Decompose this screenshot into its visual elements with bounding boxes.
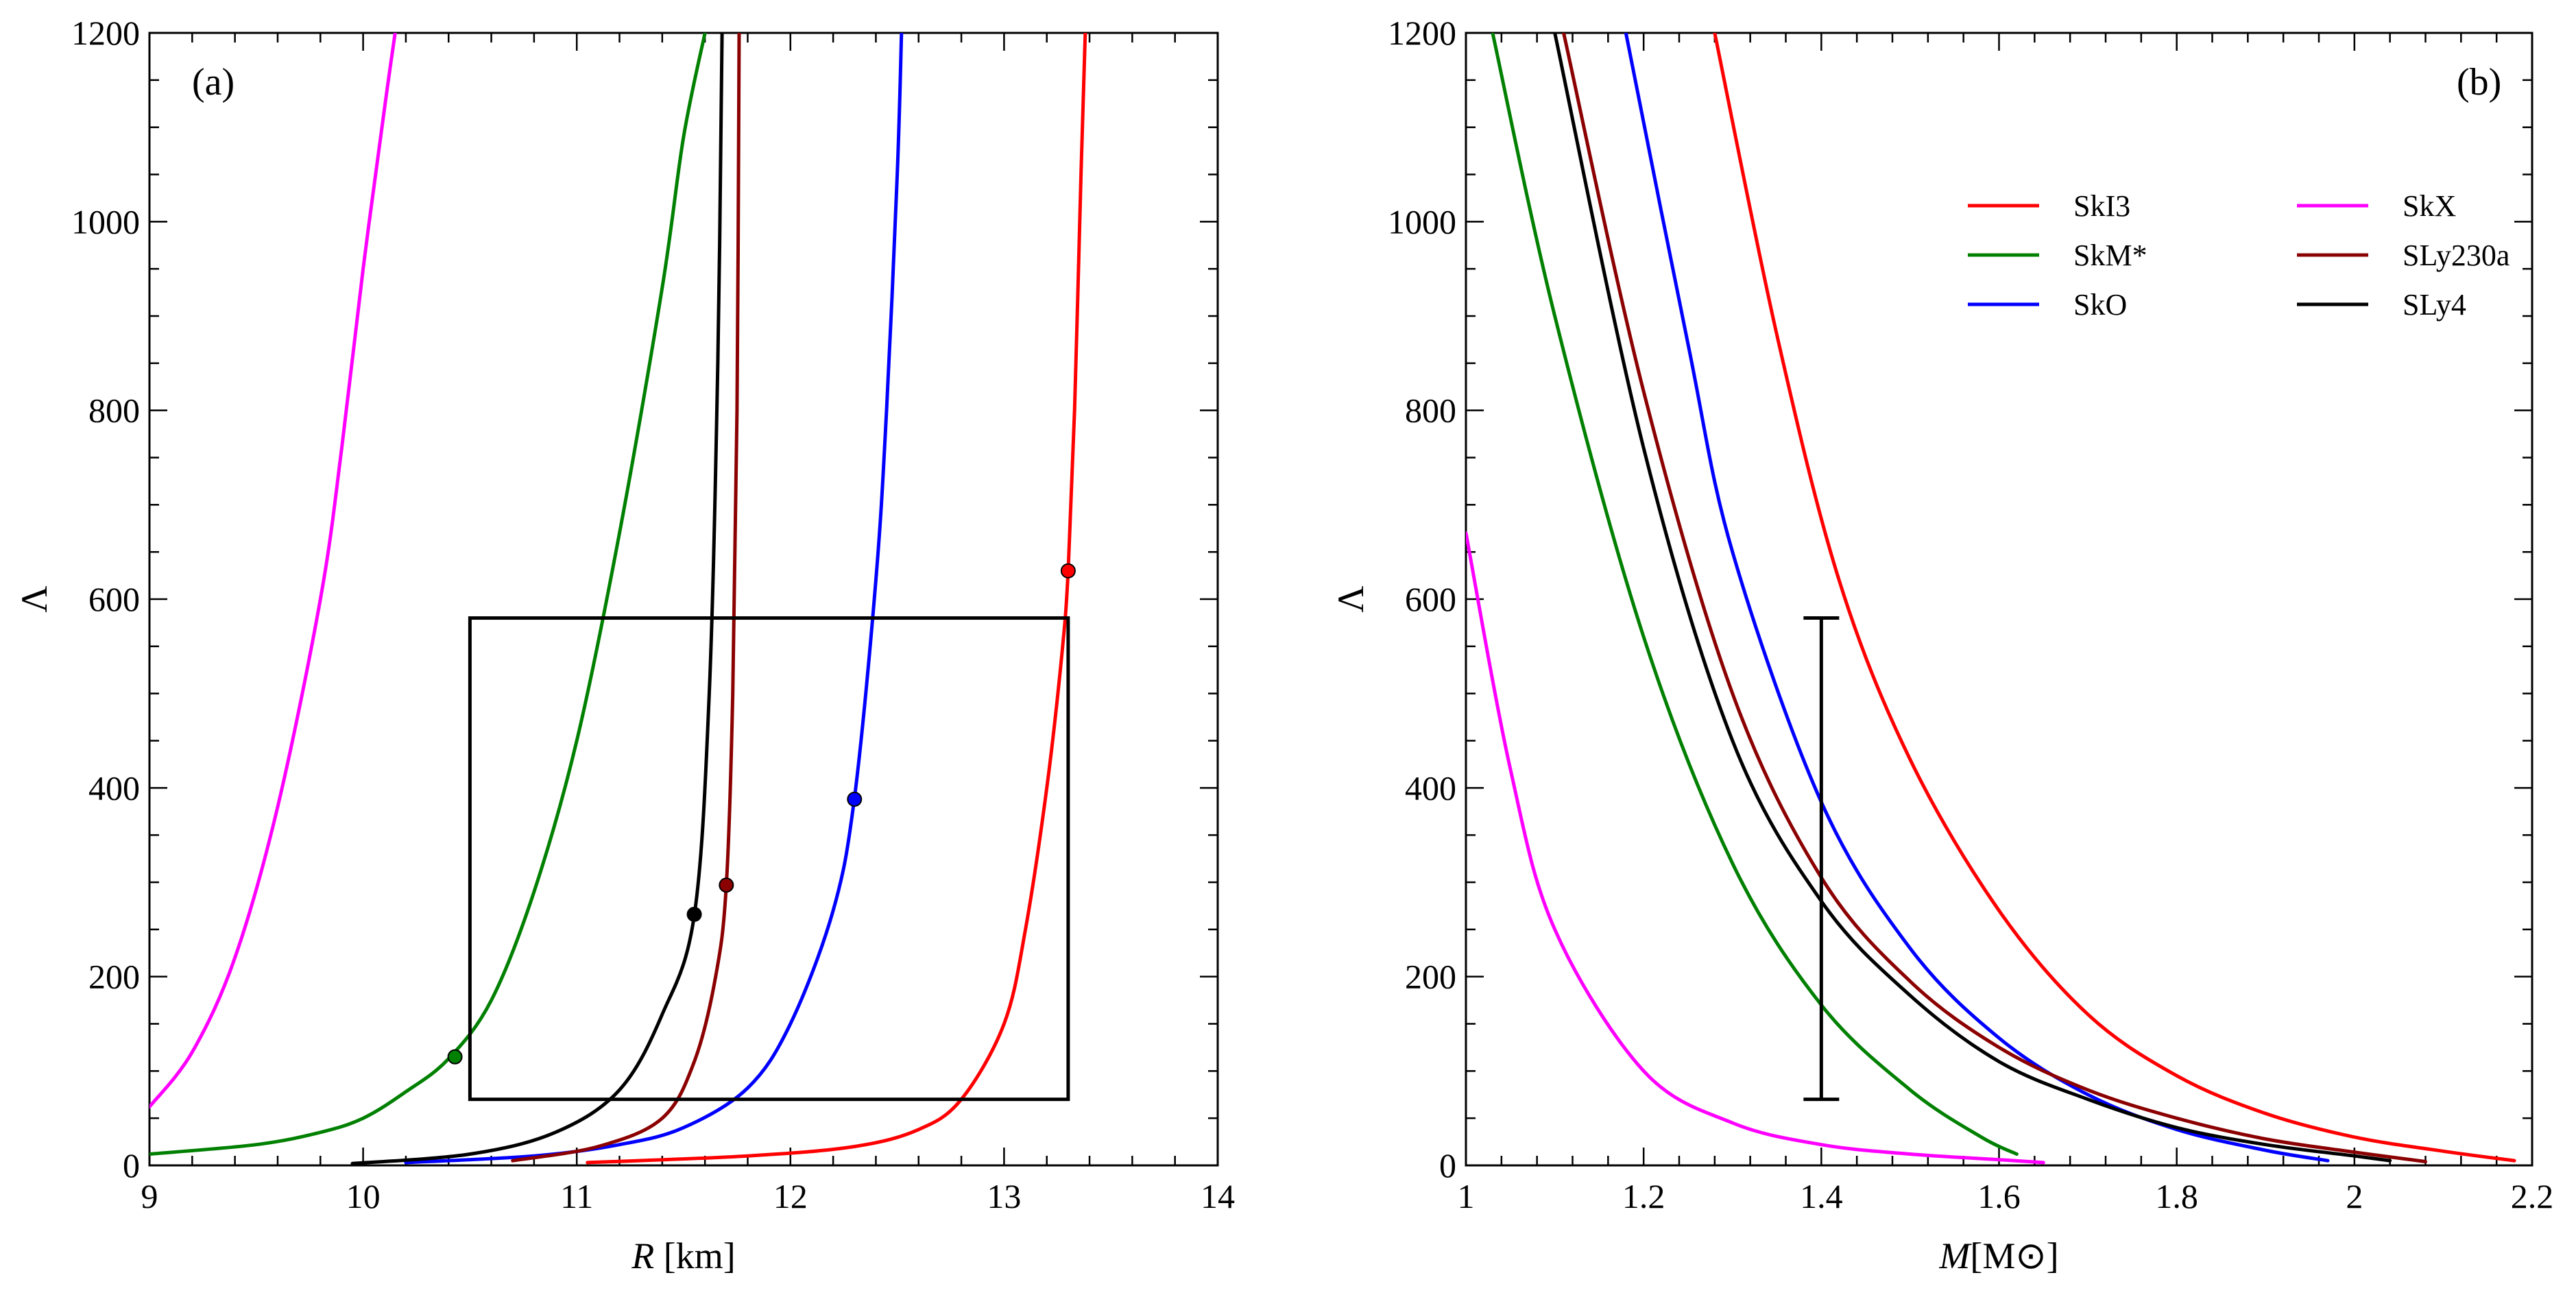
y-axis-label: Λ [14,585,55,612]
x-tick-label: 10 [346,1177,381,1215]
series-sly4-line [350,33,724,1165]
x-tick-label: 12 [773,1177,808,1215]
x-tick-label: 1.4 [1800,1177,1843,1215]
y-tick-label: 1200 [71,14,140,52]
series-sly4-line [1553,33,2392,1163]
marker-skmstar [447,1049,463,1065]
panel-a: 9 10 11 12 13 14 0 200 400 600 800 1000 1200 Λ R [km] (… [14,14,1235,1276]
marker-ski3 [1060,563,1076,579]
x-tick-label: 1 [1458,1177,1475,1215]
x-tick-label: 1.2 [1622,1177,1665,1215]
series-skx-line [149,33,397,1109]
x-tick-label: 1.8 [2155,1177,2198,1215]
y-tick-label: 1200 [1388,14,1456,52]
plot-area [149,33,1087,1165]
marker-sly230a [719,877,734,893]
series-sko-line [404,33,904,1165]
y-axis-label: Λ [1330,585,1371,612]
x-axis-label: R [km] [631,1235,735,1276]
x-axis-label-unit: [M⊙] [1970,1235,2058,1276]
plot-area [1466,33,2516,1165]
y-tick-label: 200 [88,958,140,996]
marker-sly4 [686,906,702,922]
x-axis-label-unit: [km] [654,1235,735,1276]
plot-frame [148,32,1219,1167]
y-tick-label: 800 [1405,391,1456,430]
panel-label: (a) [192,61,234,104]
y-tick-label: 400 [1405,768,1456,807]
plot-frame [1465,32,2533,1167]
x-tick-label: 13 [987,1177,1021,1215]
series-skmstar-line [1491,33,2019,1156]
legend-label-sly4: SLy4 [2403,288,2466,322]
constraint-box [468,616,1070,1102]
x-tick-label: 2 [2346,1177,2363,1215]
legend-label-sly230a: SLy230a [2403,239,2509,272]
x-axis-label: M[M⊙] [1938,1235,2058,1276]
legend: SkI3 SkM* SkO SkX SLy230a SLy4 [1968,189,2509,322]
marker-sko [847,791,863,807]
x-tick-label: 14 [1201,1177,1235,1215]
x-tick-label: 9 [141,1177,158,1215]
y-tick-label: 600 [88,580,140,618]
x-tick-label: 1.6 [1977,1177,2021,1215]
x-tick-label: 11 [560,1177,593,1215]
y-tick-label: 0 [1439,1146,1456,1185]
series-ski3-line [586,33,1087,1165]
series-sly230a-line [511,33,741,1163]
y-tick-label: 800 [88,391,140,430]
y-tick-label: 600 [1405,580,1456,618]
legend-label-skx: SkX [2403,189,2456,223]
series-skx-line [1466,531,2045,1165]
series-skmstar-line [149,33,707,1156]
legend-label-ski3: SkI3 [2073,189,2130,223]
y-tick-label: 200 [1405,958,1456,996]
y-tick-label: 0 [123,1146,140,1185]
legend-label-sko: SkO [2073,288,2127,322]
x-axis-label-var: R [631,1235,654,1276]
x-axis-label-var: M [1938,1235,1972,1276]
series-ski3-line [1713,33,2516,1163]
series-sly230a-line [1562,33,2427,1163]
legend-label-skmstar: SkM* [2073,239,2147,272]
y-tick-label: 1000 [1388,202,1456,241]
panel-label: (b) [2457,61,2501,104]
panel-b: 1 1.2 1.4 1.6 1.8 2 2.2 0 200 400 600 800 1000 1200 Λ M… [1330,14,2553,1276]
y-tick-label: 1000 [71,202,140,241]
x-tick-label: 2.2 [2511,1177,2554,1215]
y-tick-label: 400 [88,768,140,807]
series-sko-line [1624,33,2330,1163]
